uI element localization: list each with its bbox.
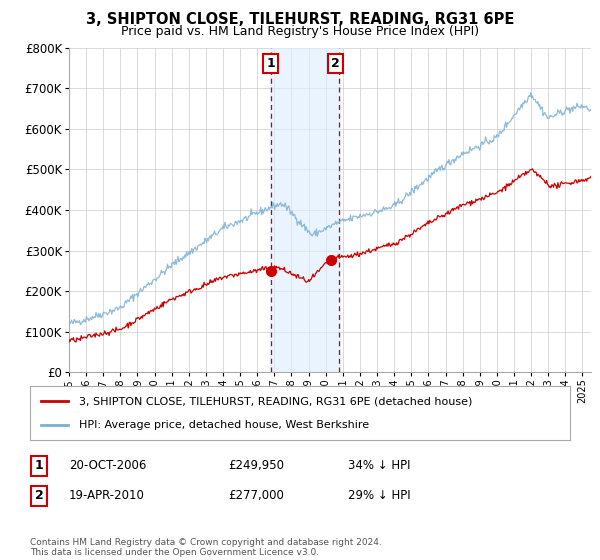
Text: 19-APR-2010: 19-APR-2010: [69, 489, 145, 502]
Text: 1: 1: [35, 459, 43, 473]
Text: 20-OCT-2006: 20-OCT-2006: [69, 459, 146, 473]
Text: £249,950: £249,950: [228, 459, 284, 473]
Bar: [270, 48, 340, 372]
Text: 3, SHIPTON CLOSE, TILEHURST, READING, RG31 6PE: 3, SHIPTON CLOSE, TILEHURST, READING, RG…: [86, 12, 514, 27]
Text: 34% ↓ HPI: 34% ↓ HPI: [348, 459, 410, 473]
Text: 3, SHIPTON CLOSE, TILEHURST, READING, RG31 6PE (detached house): 3, SHIPTON CLOSE, TILEHURST, READING, RG…: [79, 396, 472, 407]
Text: Price paid vs. HM Land Registry's House Price Index (HPI): Price paid vs. HM Land Registry's House …: [121, 25, 479, 38]
Text: 2: 2: [35, 489, 43, 502]
Text: £277,000: £277,000: [228, 489, 284, 502]
Text: 2: 2: [331, 57, 340, 71]
Text: Contains HM Land Registry data © Crown copyright and database right 2024.
This d: Contains HM Land Registry data © Crown c…: [30, 538, 382, 557]
Text: 1: 1: [266, 57, 275, 71]
Text: HPI: Average price, detached house, West Berkshire: HPI: Average price, detached house, West…: [79, 419, 369, 430]
Text: 29% ↓ HPI: 29% ↓ HPI: [348, 489, 410, 502]
